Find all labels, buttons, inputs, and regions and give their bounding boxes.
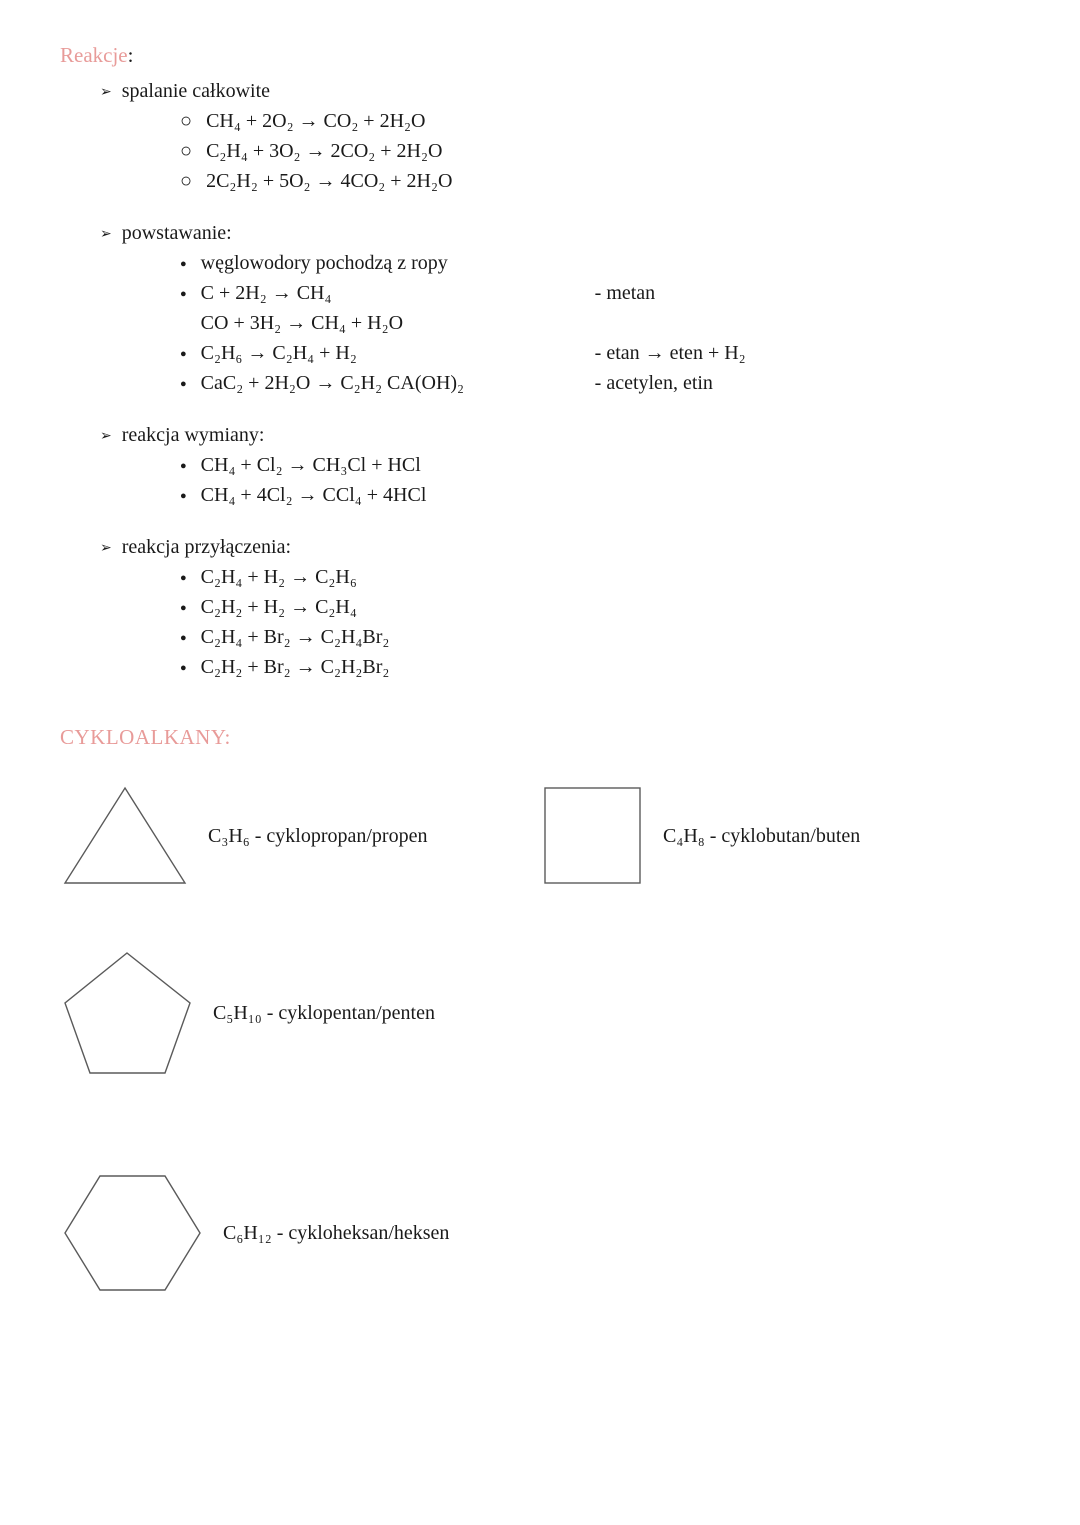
equation-row: ○ CH₄ + 2O₂ → CO₂ + 2H₂O <box>180 106 1020 136</box>
equation-text: C₂H₄ + 3O₂ → 2CO₂ + 2H₂O <box>206 136 442 166</box>
cyclo-item-pentagon: C₅H₁₀ - cyklopentan/penten <box>60 948 480 1078</box>
equation-note: - metan <box>595 278 1020 308</box>
filled-circle-icon: ● <box>180 346 187 363</box>
equation-row: ● C₂H₂ + H₂ → C₂H₄ <box>180 592 1020 622</box>
section-title-przylaczenie: reakcja przyłączenia: <box>122 532 291 562</box>
equation-text: C₂H₂ + Br₂ → C₂H₂Br₂ <box>201 652 390 682</box>
section-title-powstawanie: powstawanie: <box>122 218 232 248</box>
equation-row: ● CaC₂ + 2H₂O → C₂H₂ CA(OH)₂ - acetylen,… <box>180 368 1020 398</box>
equation-row: ● C₂H₄ + Br₂ → C₂H₄Br₂ <box>180 622 1020 652</box>
equation-text: 2C₂H₂ + 5O₂ → 4CO₂ + 2H₂O <box>206 166 452 196</box>
equation-row: ● CH₄ + Cl₂ → CH₃Cl + HCl <box>180 450 1020 480</box>
hollow-circle-icon: ○ <box>180 136 192 166</box>
triangle-icon <box>60 783 190 888</box>
pentagon-icon <box>60 948 195 1078</box>
hexagon-icon <box>60 1168 205 1298</box>
heading-colon: : <box>128 43 134 67</box>
equation-row: ● CO + 3H₂ → CH₄ + H₂O <box>180 308 1020 338</box>
cyclo-grid: C₃H₆ - cyklopropan/propen C₄H₈ - cyklobu… <box>60 783 1020 1298</box>
equation-row: ● C₂H₂ + Br₂ → C₂H₂Br₂ <box>180 652 1020 682</box>
page-heading: Reakcje: <box>60 40 1020 72</box>
section-cykloalkany-title: CYKLOALKANY: <box>60 722 1020 754</box>
cyclo-item-square: C₄H₈ - cyklobutan/buten <box>540 783 900 888</box>
filled-circle-icon: ● <box>180 256 187 273</box>
filled-circle-icon: ● <box>180 660 187 677</box>
filled-circle-icon: ● <box>180 376 187 393</box>
bullet-arrow-icon: ➢ <box>100 426 112 447</box>
equation-note: - etan → eten + H₂ <box>595 338 1020 368</box>
equation-row: ● C + 2H₂ → CH₄ - metan <box>180 278 1020 308</box>
section-powstawanie: ➢ powstawanie: <box>100 218 1020 248</box>
equation-text: CH₄ + 4Cl₂ → CCl₄ + 4HCl <box>201 480 427 510</box>
section-przylaczenie: ➢ reakcja przyłączenia: <box>100 532 1020 562</box>
equation-row: ● CH₄ + 4Cl₂ → CCl₄ + 4HCl <box>180 480 1020 510</box>
equation-text: C₂H₆ → C₂H₄ + H₂ <box>201 338 581 368</box>
equation-row: ● C₂H₆ → C₂H₄ + H₂ - etan → eten + H₂ <box>180 338 1020 368</box>
equation-text: C + 2H₂ → CH₄ <box>201 278 581 308</box>
section-spalanie: ➢ spalanie całkowite <box>100 76 1020 106</box>
equation-text: C₂H₄ + H₂ → C₂H₆ <box>201 562 357 592</box>
equation-text: CaC₂ + 2H₂O → C₂H₂ CA(OH)₂ <box>201 368 581 398</box>
cyclo-item-hexagon: C₆H₁₂ - cykloheksan/heksen <box>60 1168 480 1298</box>
hollow-circle-icon: ○ <box>180 166 192 196</box>
filled-circle-icon: ● <box>180 570 187 587</box>
cyclo-label: C₅H₁₀ - cyklopentan/penten <box>213 998 435 1028</box>
cyclo-label: C₆H₁₂ - cykloheksan/heksen <box>223 1218 449 1248</box>
heading-text: Reakcje <box>60 43 128 67</box>
cyclo-label: C₄H₈ - cyklobutan/buten <box>663 821 860 851</box>
cyclo-item-triangle: C₃H₆ - cyklopropan/propen <box>60 783 480 888</box>
section-wymiana: ➢ reakcja wymiany: <box>100 420 1020 450</box>
equation-row: ● węglowodory pochodzą z ropy <box>180 248 1020 278</box>
equation-row: ○ 2C₂H₂ + 5O₂ → 4CO₂ + 2H₂O <box>180 166 1020 196</box>
filled-circle-icon: ● <box>180 600 187 617</box>
bullet-arrow-icon: ➢ <box>100 82 112 103</box>
equation-text: C₂H₄ + Br₂ → C₂H₄Br₂ <box>201 622 390 652</box>
bullet-arrow-icon: ➢ <box>100 538 112 559</box>
cyclo-label: C₃H₆ - cyklopropan/propen <box>208 821 427 851</box>
equation-text: węglowodory pochodzą z ropy <box>201 248 448 278</box>
filled-circle-icon: ● <box>180 458 187 475</box>
equation-text: CH₄ + Cl₂ → CH₃Cl + HCl <box>201 450 421 480</box>
filled-circle-icon: ● <box>180 286 187 303</box>
bullet-arrow-icon: ➢ <box>100 224 112 245</box>
equation-text: C₂H₂ + H₂ → C₂H₄ <box>201 592 357 622</box>
filled-circle-icon: ● <box>180 488 187 505</box>
equation-text: CH₄ + 2O₂ → CO₂ + 2H₂O <box>206 106 425 136</box>
square-icon <box>540 783 645 888</box>
section-title-wymiana: reakcja wymiany: <box>122 420 265 450</box>
hollow-circle-icon: ○ <box>180 106 192 136</box>
equation-row: ● C₂H₄ + H₂ → C₂H₆ <box>180 562 1020 592</box>
equation-row: ○ C₂H₄ + 3O₂ → 2CO₂ + 2H₂O <box>180 136 1020 166</box>
section-title-spalanie: spalanie całkowite <box>122 76 270 106</box>
equation-note: - acetylen, etin <box>595 368 1020 398</box>
filled-circle-icon: ● <box>180 630 187 647</box>
equation-text: CO + 3H₂ → CH₄ + H₂O <box>201 308 581 338</box>
